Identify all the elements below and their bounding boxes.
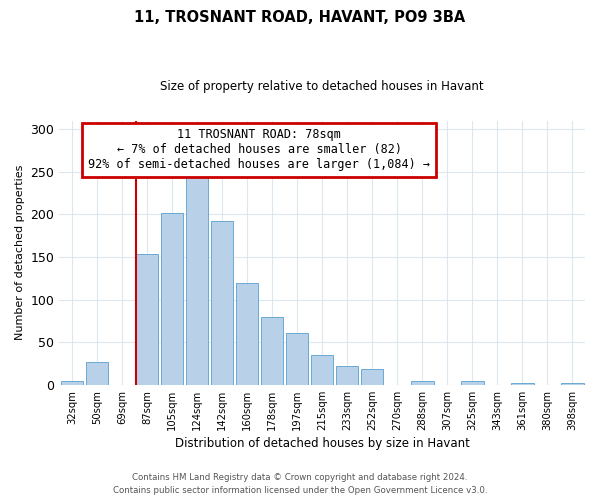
- Bar: [211, 221, 233, 385]
- Title: Size of property relative to detached houses in Havant: Size of property relative to detached ho…: [160, 80, 484, 93]
- Bar: [186, 172, 208, 385]
- Text: 11 TROSNANT ROAD: 78sqm
← 7% of detached houses are smaller (82)
92% of semi-det: 11 TROSNANT ROAD: 78sqm ← 7% of detached…: [88, 128, 430, 172]
- Bar: [61, 380, 83, 385]
- Bar: [261, 318, 283, 385]
- Bar: [86, 362, 108, 385]
- Bar: [236, 284, 259, 385]
- Bar: [286, 333, 308, 385]
- Text: 11, TROSNANT ROAD, HAVANT, PO9 3BA: 11, TROSNANT ROAD, HAVANT, PO9 3BA: [134, 10, 466, 25]
- Y-axis label: Number of detached properties: Number of detached properties: [15, 165, 25, 340]
- Text: Contains HM Land Registry data © Crown copyright and database right 2024.
Contai: Contains HM Land Registry data © Crown c…: [113, 474, 487, 495]
- Bar: [411, 382, 434, 385]
- Bar: [561, 383, 584, 385]
- Bar: [336, 366, 358, 385]
- X-axis label: Distribution of detached houses by size in Havant: Distribution of detached houses by size …: [175, 437, 470, 450]
- Bar: [136, 254, 158, 385]
- Bar: [361, 368, 383, 385]
- Bar: [311, 355, 334, 385]
- Bar: [461, 382, 484, 385]
- Bar: [511, 383, 533, 385]
- Bar: [161, 212, 183, 385]
